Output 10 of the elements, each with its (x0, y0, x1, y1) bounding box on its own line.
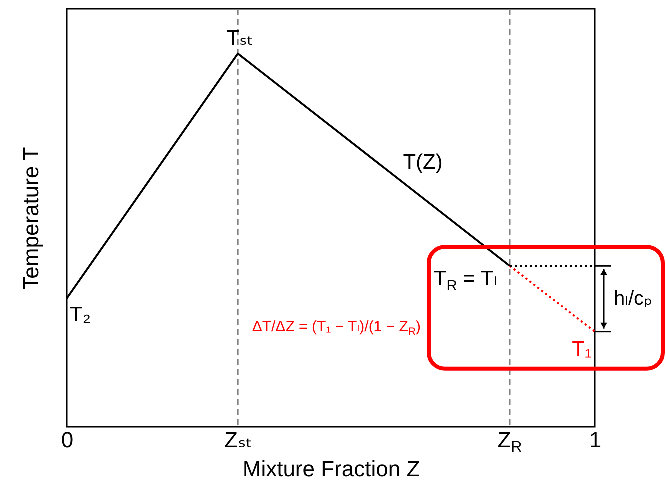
x-tick-label: Zₛₜ (224, 428, 253, 452)
x-tick-label: 0 (61, 428, 74, 452)
series-label: T(Z) (403, 151, 443, 174)
x-tick-label: 1 (589, 428, 602, 452)
annotation: T₁ (572, 338, 592, 361)
annotation: T₂ (70, 304, 91, 327)
text: hₗ/cₚ (614, 288, 653, 310)
annotation: Tₛₜ (226, 26, 254, 50)
x-axis-title: Mixture Fraction Z (242, 456, 420, 482)
y-axis-title: Temperature T (18, 147, 44, 290)
